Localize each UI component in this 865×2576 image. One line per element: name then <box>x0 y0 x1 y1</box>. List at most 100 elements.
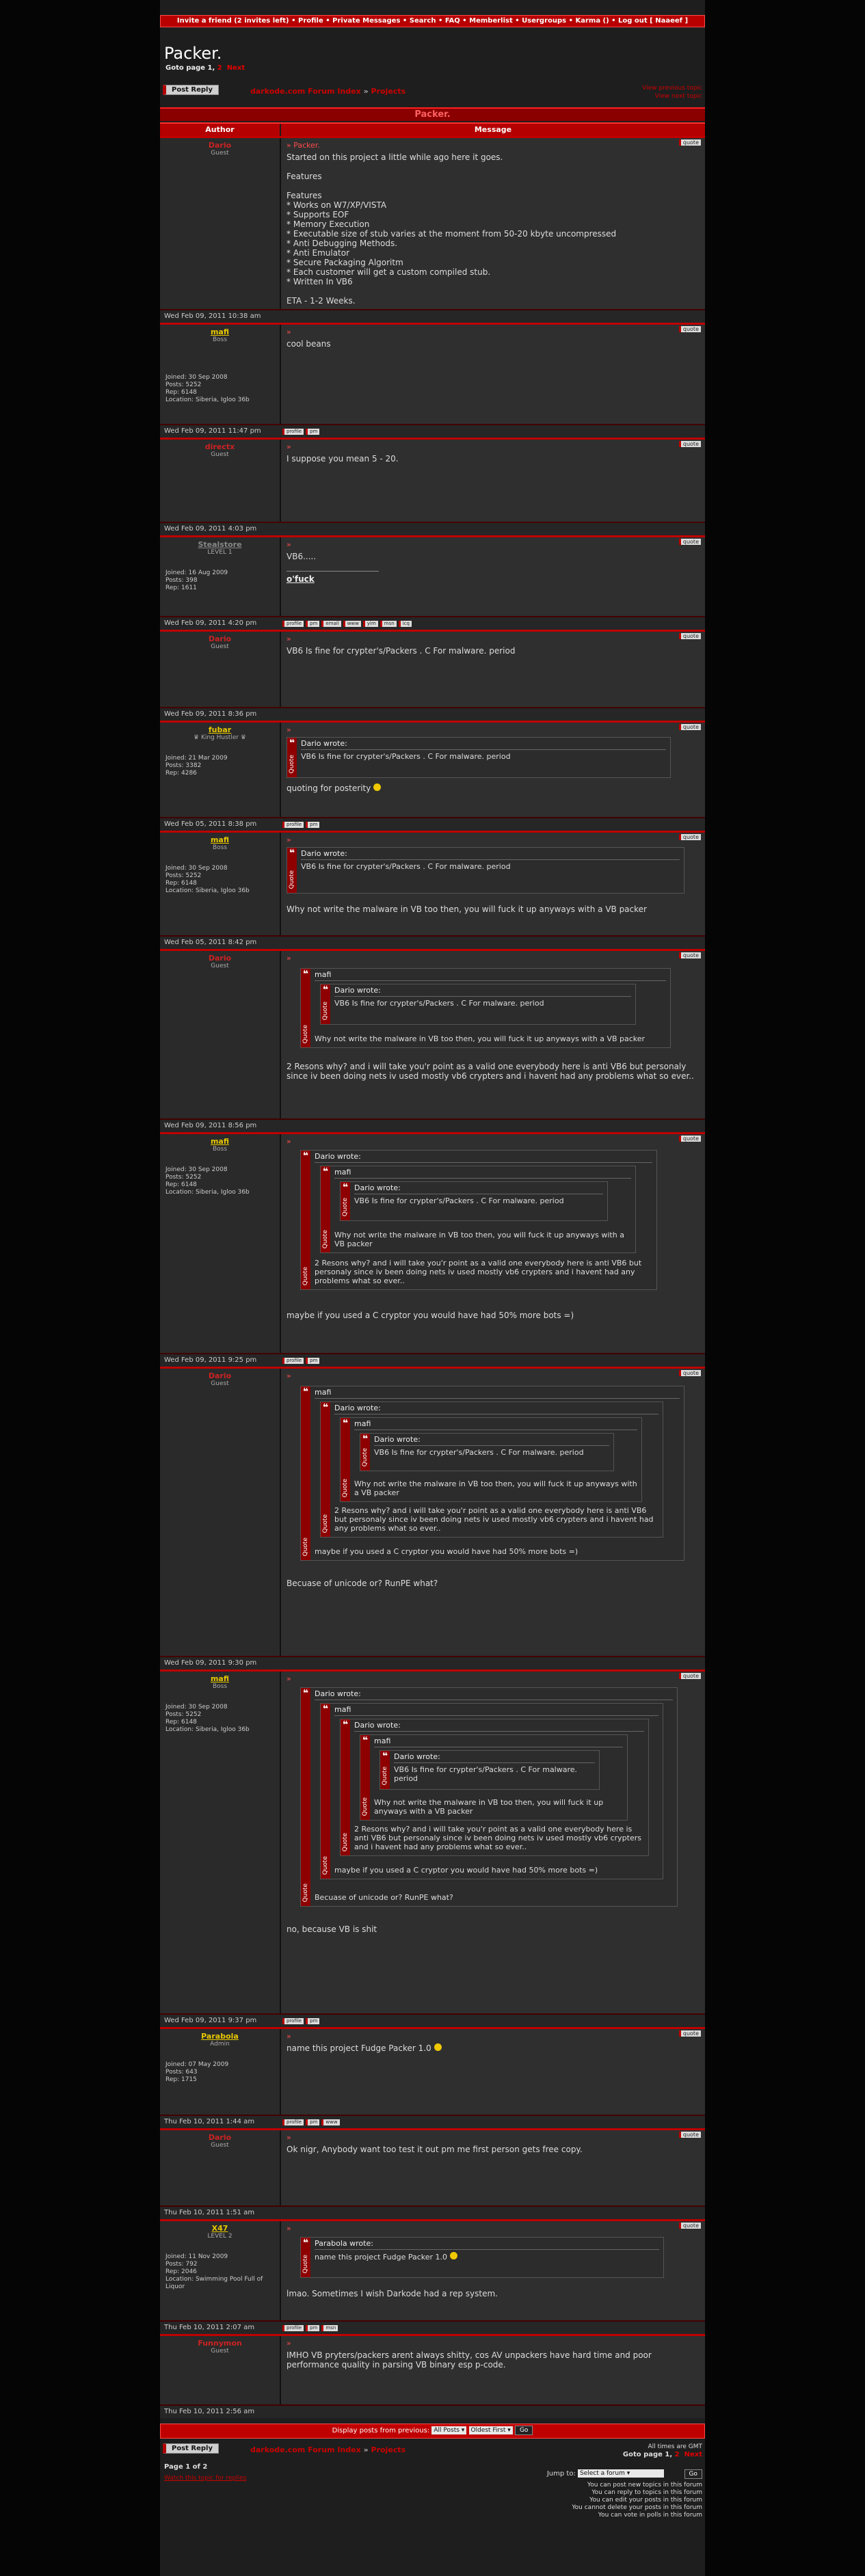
profile-button[interactable]: profile <box>282 2325 304 2331</box>
profile-button[interactable]: profile <box>282 2119 304 2125</box>
quote-button[interactable]: quote <box>678 326 701 332</box>
post-author[interactable]: Funnymon <box>198 2339 242 2348</box>
search-link[interactable]: Search <box>409 17 436 25</box>
post-author[interactable]: Dario <box>208 954 232 963</box>
post-reply-button[interactable]: Post Reply <box>163 85 219 95</box>
post-author[interactable]: mafi <box>210 1137 230 1146</box>
quote-button[interactable]: quote <box>678 441 701 447</box>
page-2-link[interactable]: 2 <box>217 64 222 72</box>
quote-button[interactable]: quote <box>678 2030 701 2037</box>
pm-button[interactable]: pm <box>306 2325 320 2331</box>
next-page-link[interactable]: Next <box>226 64 245 72</box>
post-author-panel: Dario Guest <box>160 2130 281 2205</box>
msn-button[interactable]: msn <box>380 621 397 627</box>
post-text: quoting for posterity <box>287 783 700 793</box>
post-author[interactable]: mafi <box>210 1674 230 1683</box>
post-text: maybe if you used a C cryptor you would … <box>287 1311 574 1320</box>
post-author[interactable]: Dario <box>208 634 232 643</box>
post-text: Ok nigr, Anybody want too test it out pm… <box>287 2145 583 2154</box>
yim-button[interactable]: yim <box>362 621 378 627</box>
post-author[interactable]: mafi <box>210 327 230 336</box>
www-button[interactable]: www <box>343 621 361 627</box>
profile-button[interactable]: profile <box>282 429 304 435</box>
pm-link[interactable]: Private Messages <box>332 17 401 25</box>
quote-button[interactable]: quote <box>678 139 701 146</box>
quote-author: mafi <box>354 1419 637 1430</box>
post-body: quote » VB6 Is fine for crypter's/Packer… <box>281 632 705 707</box>
quote-button[interactable]: quote <box>678 1673 701 1679</box>
usergroups-link[interactable]: Usergroups <box>522 17 567 25</box>
quote-button[interactable]: quote <box>678 2223 701 2229</box>
go-button[interactable]: Go <box>514 2426 533 2435</box>
post-author[interactable]: fubar <box>208 725 232 734</box>
post-author[interactable]: Stealstore <box>198 540 242 549</box>
user-info: Joined: 11 Nov 2009 Posts: 792 Rep: 2046 Lo… <box>165 2253 263 2290</box>
page-1-link[interactable]: 1 <box>207 64 213 72</box>
projects-link[interactable]: Projects <box>371 87 406 96</box>
post-author-panel: Parabola Admin Joined: 07 May 2009 Posts:… <box>160 2029 281 2115</box>
post: Dario Guest quote » ❝ Quote mafi ❝ Quote D… <box>160 1367 705 1656</box>
quote-button[interactable]: quote <box>678 633 701 639</box>
sort-order-select[interactable]: Oldest First ▾ <box>468 2426 513 2434</box>
www-button[interactable]: www <box>321 2119 340 2125</box>
next-topic-link[interactable]: View next topic <box>654 93 702 100</box>
post-author[interactable]: Parabola <box>201 2032 239 2041</box>
post-reply-button-bottom[interactable]: Post Reply <box>163 2443 219 2454</box>
smiley-icon <box>449 2252 457 2259</box>
pm-button[interactable]: pm <box>306 621 320 627</box>
watch-topic-link[interactable]: Watch this topic for replies <box>164 2475 247 2482</box>
msn-button[interactable]: msn <box>321 2325 338 2331</box>
next-page-link[interactable]: Next <box>684 2451 702 2458</box>
post-author[interactable]: Dario <box>208 2133 232 2142</box>
pm-button[interactable]: pm <box>306 1358 320 1364</box>
quote-mark-icon: ❝ <box>362 1434 369 1445</box>
quote-button[interactable]: quote <box>678 1136 701 1142</box>
jump-go-button[interactable]: Go <box>684 2469 702 2479</box>
posts-period-select[interactable]: All Posts ▾ <box>431 2426 467 2434</box>
profile-button[interactable]: profile <box>282 621 304 627</box>
post-text: Becuase of unicode or? RunPE what? <box>287 1579 438 1588</box>
post-author[interactable]: Dario <box>208 1371 232 1380</box>
post-author[interactable]: Dario <box>208 141 232 150</box>
forum-index-link[interactable]: darkode.com Forum Index <box>250 2445 361 2454</box>
quote-mark-icon: ❝ <box>342 1719 349 1730</box>
quote-button[interactable]: quote <box>678 952 701 958</box>
profile-button[interactable]: profile <box>282 822 304 828</box>
post-author[interactable]: X47 <box>211 2224 228 2233</box>
quote-button[interactable]: quote <box>678 2132 701 2138</box>
post: Stealstore LEVEL 1 Joined: 16 Aug 2009 Po… <box>160 535 705 616</box>
logout-link[interactable]: Log out [ Naaeef ] <box>618 17 689 25</box>
quote-button[interactable]: quote <box>678 834 701 840</box>
pm-button[interactable]: pm <box>306 822 320 828</box>
pm-button[interactable]: pm <box>306 2119 320 2125</box>
forum-index-link[interactable]: darkode.com Forum Index <box>250 87 361 96</box>
profile-link[interactable]: Profile <box>298 17 323 25</box>
pm-button[interactable]: pm <box>306 2018 320 2024</box>
post-author[interactable]: directx <box>204 442 235 451</box>
post-date: Wed Feb 09, 2011 9:37 pm <box>164 2017 257 2024</box>
invite-link[interactable]: Invite a friend (2 invites left) <box>176 17 289 25</box>
karma-link[interactable]: Karma () <box>575 17 609 25</box>
quote-block: ❝ Quote mafi ❝ Quote Dario wrote: VB6 Is fi… <box>320 1166 636 1253</box>
pm-button[interactable]: pm <box>306 429 320 435</box>
post-date: Wed Feb 09, 2011 4:03 pm <box>164 525 257 533</box>
quote-button[interactable]: quote <box>678 1370 701 1376</box>
profile-button[interactable]: profile <box>282 1358 304 1364</box>
quote-button[interactable]: quote <box>678 724 701 730</box>
icq-button[interactable]: icq <box>398 621 412 627</box>
page-2-link[interactable]: 2 <box>674 2451 680 2458</box>
post-author[interactable]: mafi <box>210 835 230 844</box>
email-button[interactable]: email <box>321 621 341 627</box>
memberlist-link[interactable]: Memberlist <box>469 17 513 25</box>
prev-topic-link[interactable]: View previous topic <box>642 85 702 92</box>
faq-link[interactable]: FAQ <box>444 17 460 25</box>
topic-title-link[interactable]: Packer. <box>414 109 451 120</box>
post-body: quote » cool beans <box>281 325 705 424</box>
jump-forum-select[interactable]: Select a forum ▾ <box>578 2469 664 2478</box>
quote-block: ❝ Quote mafi ❝ Quote Dario wrote: VB6 Is fi… <box>360 1734 628 1821</box>
quote-author: Dario wrote: <box>334 1404 658 1414</box>
profile-button[interactable]: profile <box>282 2018 304 2024</box>
projects-link[interactable]: Projects <box>371 2445 406 2454</box>
quote-button[interactable]: quote <box>678 539 701 545</box>
page-1-link[interactable]: 1 <box>665 2451 670 2458</box>
